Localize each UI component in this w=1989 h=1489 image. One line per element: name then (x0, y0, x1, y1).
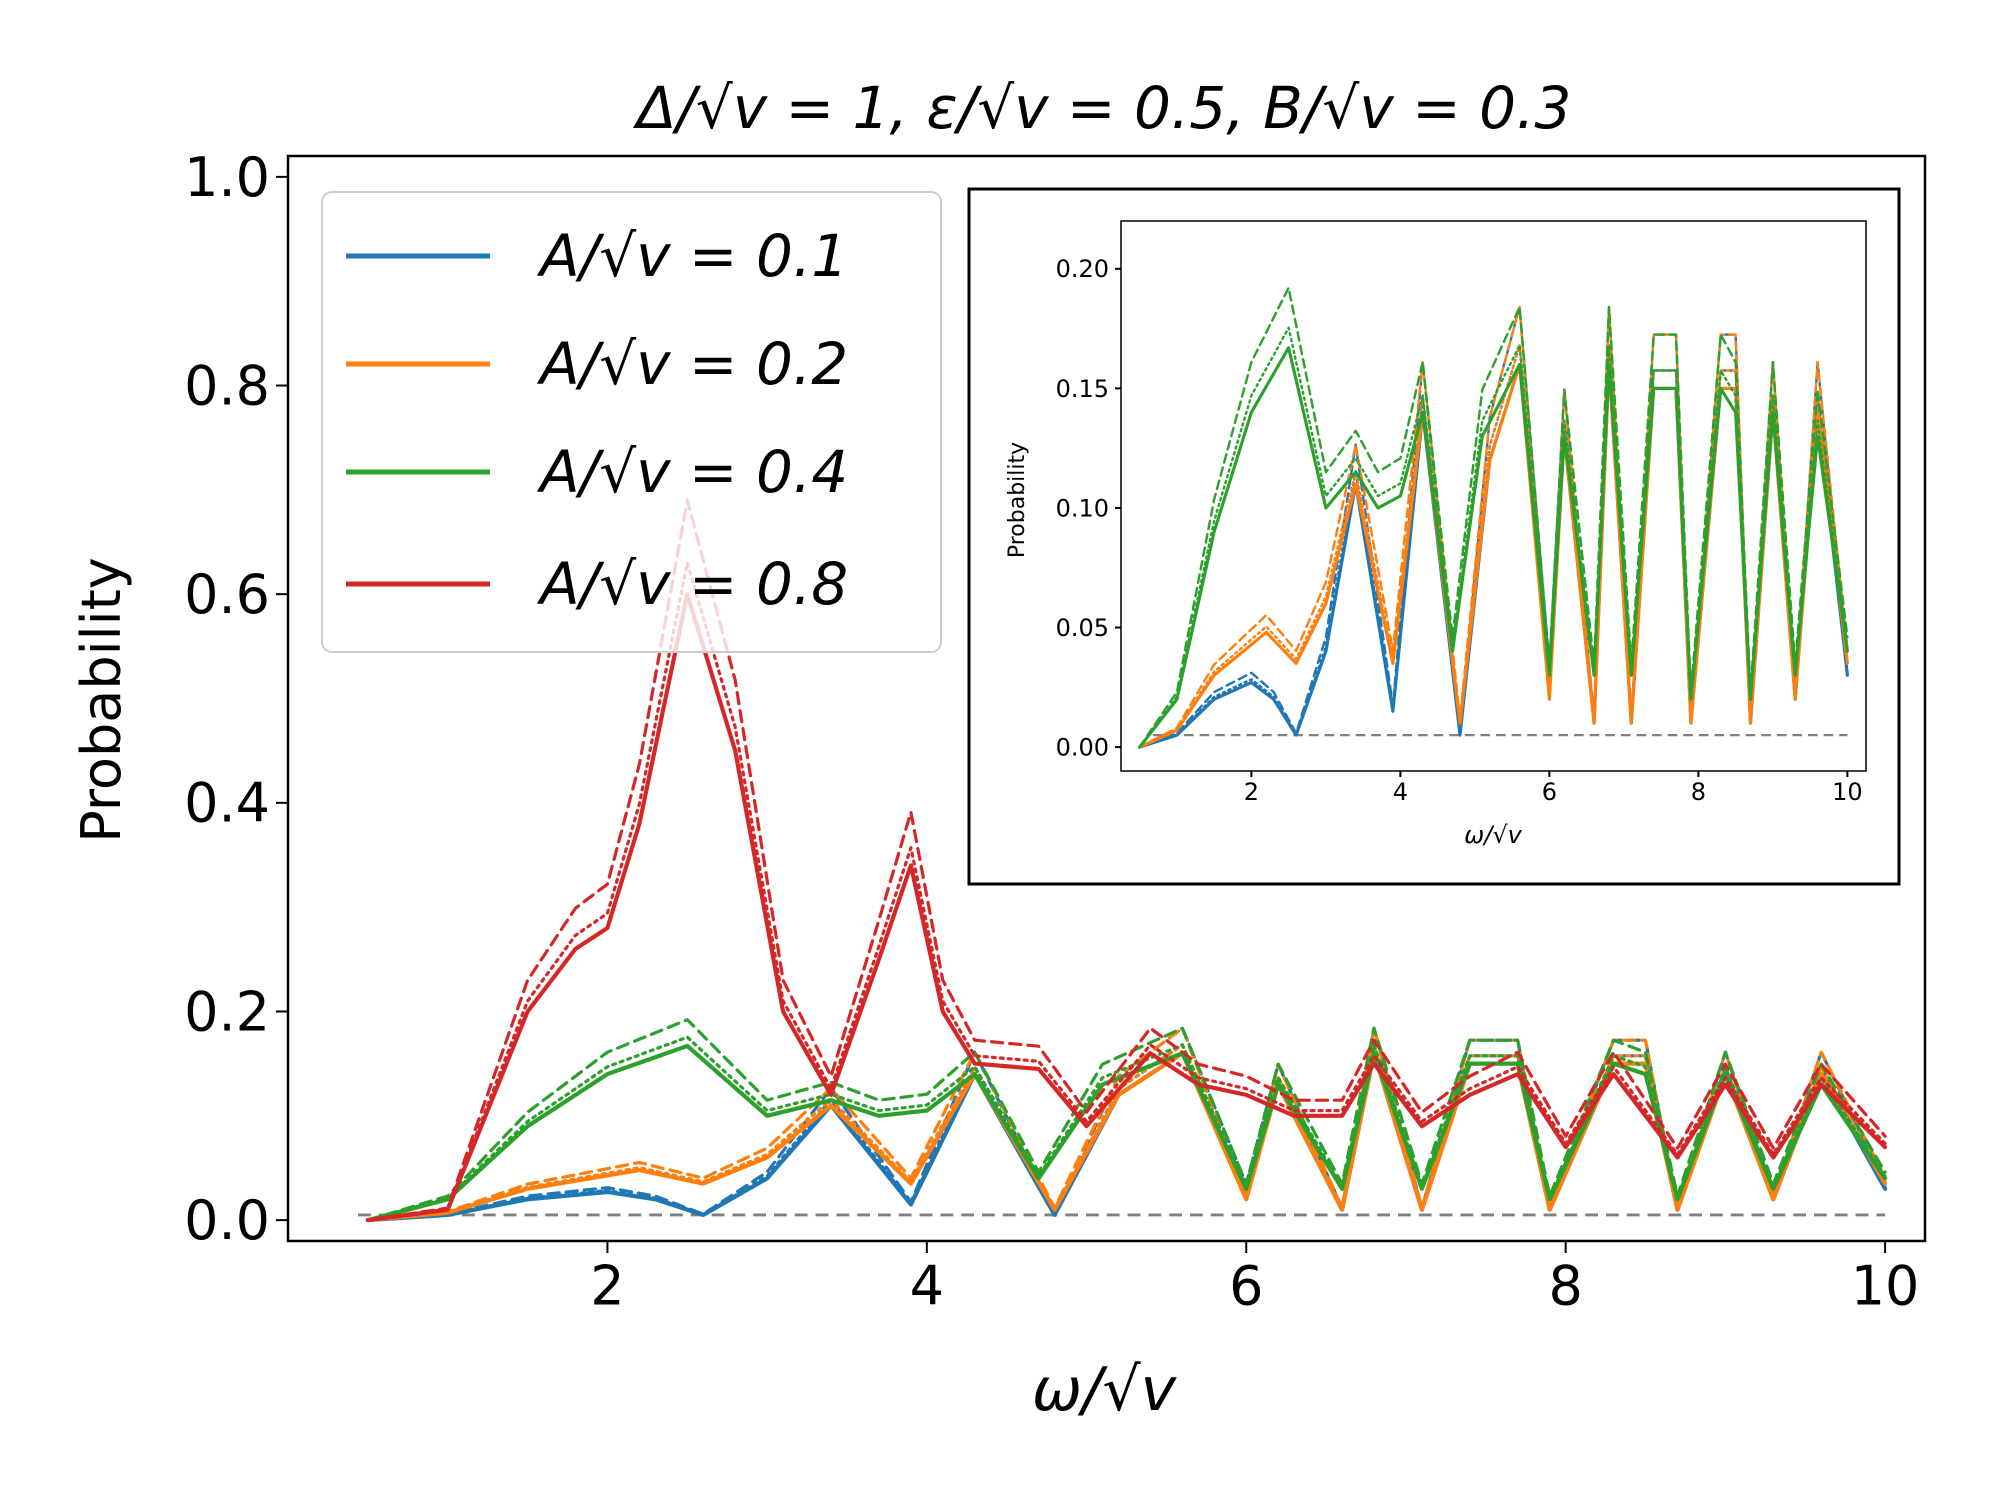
main-y-tick-label-4: 0.8 (184, 354, 270, 417)
inset: 2 4 6 8 10 0.00 0.05 0.10 0.15 0.20 ω/√v Probabil… (967, 187, 1901, 886)
main-series-3-dashed (366, 498, 1887, 1222)
legend-label-2: A/√v = 0.4 (536, 438, 848, 506)
inset-x-tick-label-3: 8 (1691, 778, 1706, 806)
main-series-3-dotted (366, 561, 1887, 1222)
legend: A/√v = 0.1 A/√v = 0.2 A/√v = 0.4 A/√v = … (321, 191, 942, 653)
inset-plot-frame (1120, 220, 1867, 772)
plot-frame (286, 154, 1927, 1243)
y-axis-label: Probability (70, 557, 133, 842)
inset-x-tick-label-2: 6 (1542, 778, 1557, 806)
inset-x-tick-label-1: 4 (1393, 778, 1408, 806)
inset-series-2-solid (1138, 346, 1849, 749)
main-x-tick-label-4: 10 (1851, 1254, 1920, 1317)
main-x-tick-label-1: 4 (910, 1254, 944, 1317)
main-x-tick-label-2: 6 (1229, 1254, 1263, 1317)
main-series-3-solid (365, 592, 1888, 1223)
main-y-tick-label-2: 0.4 (184, 772, 270, 835)
inset-y-tick-label-0: 0.00 (1056, 733, 1109, 761)
legend-label-1: A/√v = 0.2 (536, 330, 848, 398)
main-x-tick-label-3: 8 (1548, 1254, 1582, 1317)
inset-x-tick-label-4: 10 (1832, 778, 1863, 806)
main-y-tick-label-5: 1.0 (184, 146, 270, 209)
inset-axis-ticks: 2 4 6 8 10 0.00 0.05 0.10 0.15 0.20 (1056, 255, 1863, 806)
inset-y-tick-label-4: 0.20 (1056, 255, 1109, 283)
inset-y-tick-label-3: 0.15 (1056, 375, 1109, 403)
inset-plot-area (1138, 286, 1849, 749)
main-y-tick-label-1: 0.2 (184, 980, 270, 1043)
inset-x-tick-label-0: 2 (1244, 778, 1259, 806)
main-x-tick-label-0: 2 (590, 1254, 624, 1317)
legend-box (321, 191, 942, 653)
main-axis-ticks: 2 4 6 8 10 0.0 0.2 0.4 0.6 0.8 1.0 (184, 146, 1919, 1318)
main-plot-area (358, 498, 1888, 1223)
x-axis-label: ω/√v (1032, 1355, 1178, 1425)
chart-title: Δ/√v = 1, ε/√v = 0.5, B/√v = 0.3 (633, 74, 1572, 142)
main-y-tick-label-0: 0.0 (184, 1189, 270, 1252)
inset-outer-frame (967, 187, 1901, 886)
inset-y-tick-label-1: 0.05 (1056, 614, 1109, 642)
inset-y-axis-label: Probability (1005, 442, 1030, 558)
legend-label-3: A/√v = 0.8 (536, 550, 848, 618)
inset-x-axis-label: ω/√v (1464, 821, 1522, 849)
inset-y-tick-label-2: 0.10 (1056, 494, 1109, 522)
main-y-tick-label-3: 0.6 (184, 563, 270, 626)
legend-label-0: A/√v = 0.1 (536, 222, 848, 290)
